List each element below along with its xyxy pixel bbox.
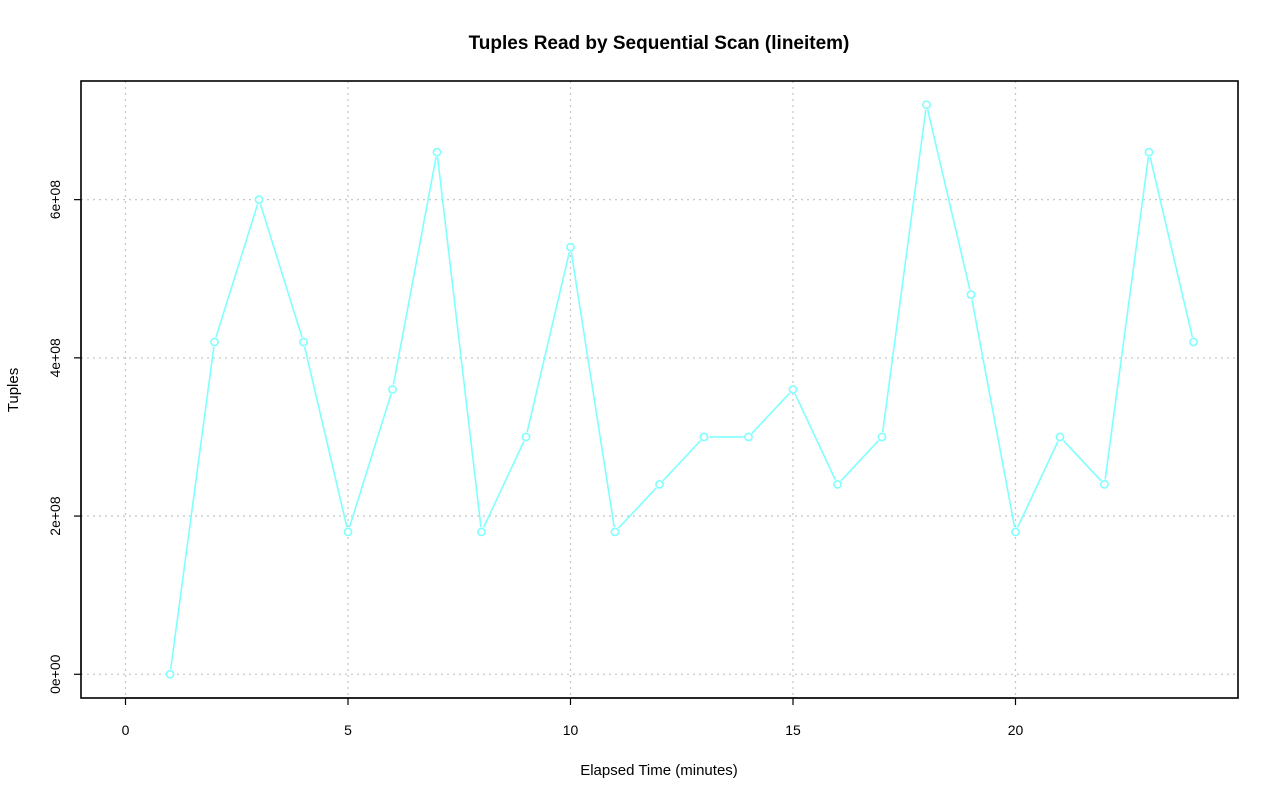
data-point: [1011, 527, 1020, 537]
series-segment: [1062, 440, 1102, 482]
data-point: [1144, 147, 1154, 157]
series-segment: [794, 393, 837, 481]
y-tick-label: 0e+00: [47, 654, 63, 694]
data-point: [210, 337, 219, 347]
x-tick-label: 0: [122, 722, 130, 738]
data-point: [1189, 337, 1198, 347]
series-segment: [303, 346, 348, 528]
data-point: [1055, 432, 1065, 442]
data-point: [922, 100, 931, 110]
series-segment: [436, 157, 482, 528]
series-segment: [617, 487, 657, 529]
series-segment: [926, 109, 971, 290]
series-segment: [840, 440, 880, 482]
plot-frame: [80, 80, 1239, 699]
data-point: [744, 432, 753, 442]
data-point: [521, 432, 531, 442]
y-tick-label: 4e+08: [47, 338, 63, 378]
series-segment: [1016, 441, 1059, 528]
data-point: [610, 527, 620, 537]
data-point: [566, 242, 575, 252]
chart-title: Tuples Read by Sequential Scan (lineitem…: [469, 33, 850, 54]
x-axis-label: Elapsed Time (minutes): [580, 762, 738, 779]
data-point: [966, 290, 976, 299]
data-point: [699, 432, 709, 442]
data-point: [477, 527, 486, 537]
data-point: [833, 480, 842, 489]
series-segment: [259, 204, 303, 338]
series-segment: [215, 204, 259, 338]
series-segment: [971, 299, 1016, 528]
data-point: [254, 195, 264, 205]
data-point: [432, 147, 442, 157]
axes: 0 5 10 15 20 0e+00 2e+08 4e+08 6e+08: [47, 180, 1023, 738]
series-segment: [526, 251, 571, 433]
series-segment: [1149, 156, 1194, 338]
data-point: [343, 527, 353, 537]
x-tick-label: 15: [785, 722, 801, 738]
x-tick-label: 10: [563, 722, 579, 738]
series-segment: [1104, 157, 1150, 480]
series: [165, 100, 1198, 679]
series-segment: [570, 251, 616, 528]
data-point: [788, 385, 798, 394]
data-point: [655, 480, 664, 489]
series-segment: [881, 109, 927, 433]
y-tick-label: 6e+08: [47, 180, 63, 220]
data-point: [165, 669, 175, 679]
y-tick-label: 2e+08: [47, 496, 63, 536]
series-segment: [348, 394, 392, 528]
series-segment: [392, 156, 437, 385]
series-segment: [482, 441, 525, 528]
series-segment: [169, 346, 215, 670]
y-axis-label: Tuples: [5, 368, 22, 412]
data-point: [388, 385, 397, 394]
data-point: [877, 432, 887, 442]
x-tick-label: 20: [1008, 722, 1024, 738]
grid: [81, 81, 1238, 698]
series-segment: [662, 440, 702, 482]
data-point: [299, 337, 308, 347]
x-tick-label: 5: [344, 722, 352, 738]
series-segment: [751, 392, 791, 434]
data-point: [1100, 480, 1109, 489]
